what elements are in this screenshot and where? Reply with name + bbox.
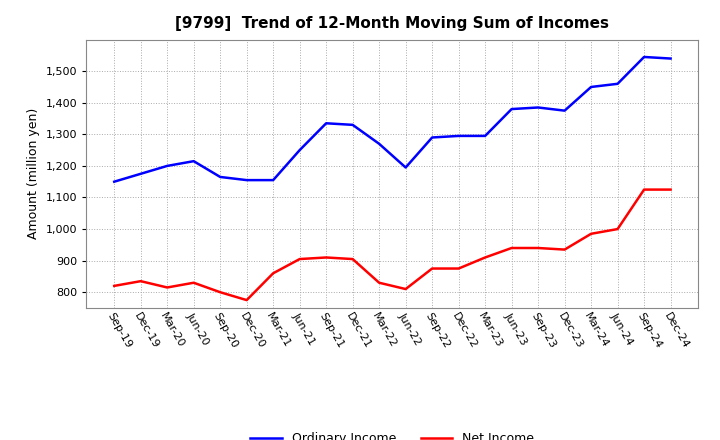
Ordinary Income [640, 54, 649, 59]
Net Income [189, 280, 198, 286]
Net Income [295, 257, 304, 262]
Net Income [587, 231, 595, 236]
Ordinary Income [534, 105, 542, 110]
Net Income [375, 280, 384, 286]
Net Income [666, 187, 675, 192]
Ordinary Income [481, 133, 490, 139]
Line: Net Income: Net Income [114, 190, 670, 300]
Ordinary Income [243, 177, 251, 183]
Net Income [560, 247, 569, 252]
Ordinary Income [587, 84, 595, 90]
Ordinary Income [322, 121, 330, 126]
Ordinary Income [216, 174, 225, 180]
Legend: Ordinary Income, Net Income: Ordinary Income, Net Income [246, 427, 539, 440]
Ordinary Income [508, 106, 516, 112]
Ordinary Income [401, 165, 410, 170]
Ordinary Income [269, 177, 277, 183]
Ordinary Income [560, 108, 569, 113]
Ordinary Income [189, 158, 198, 164]
Ordinary Income [136, 171, 145, 176]
Net Income [613, 227, 622, 232]
Net Income [243, 297, 251, 303]
Net Income [640, 187, 649, 192]
Ordinary Income [666, 56, 675, 61]
Net Income [322, 255, 330, 260]
Line: Ordinary Income: Ordinary Income [114, 57, 670, 182]
Ordinary Income [163, 163, 171, 169]
Net Income [508, 246, 516, 251]
Ordinary Income [613, 81, 622, 86]
Net Income [269, 271, 277, 276]
Ordinary Income [375, 141, 384, 147]
Ordinary Income [295, 147, 304, 153]
Y-axis label: Amount (million yen): Amount (million yen) [27, 108, 40, 239]
Net Income [216, 290, 225, 295]
Net Income [454, 266, 463, 271]
Ordinary Income [110, 179, 119, 184]
Ordinary Income [348, 122, 357, 128]
Net Income [136, 279, 145, 284]
Ordinary Income [454, 133, 463, 139]
Net Income [481, 255, 490, 260]
Net Income [401, 286, 410, 292]
Net Income [163, 285, 171, 290]
Net Income [534, 246, 542, 251]
Net Income [428, 266, 436, 271]
Ordinary Income [428, 135, 436, 140]
Title: [9799]  Trend of 12-Month Moving Sum of Incomes: [9799] Trend of 12-Month Moving Sum of I… [176, 16, 609, 32]
Net Income [110, 283, 119, 289]
Net Income [348, 257, 357, 262]
